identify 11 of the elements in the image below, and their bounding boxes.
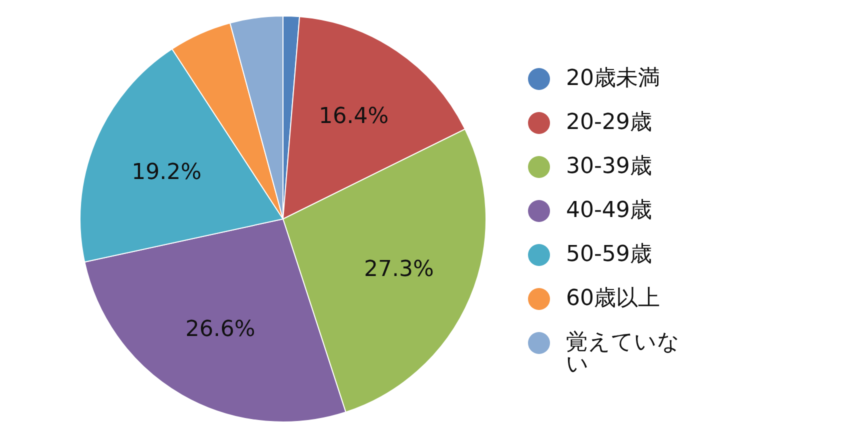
legend-label: 20歳未満	[566, 66, 660, 91]
legend-label: 30-39歳	[566, 154, 652, 179]
legend-label: 20-29歳	[566, 110, 652, 135]
legend-label: 覚えていない	[566, 330, 681, 377]
data-label: 27.3%	[364, 256, 434, 282]
legend-label: 40-49歳	[566, 198, 652, 223]
legend-label: 60歳以上	[566, 286, 660, 311]
data-label: 26.6%	[185, 317, 256, 342]
data-label: 16.4%	[318, 104, 389, 129]
data-label: 19.2%	[132, 160, 202, 186]
legend-label: 50-59歳	[566, 242, 652, 267]
